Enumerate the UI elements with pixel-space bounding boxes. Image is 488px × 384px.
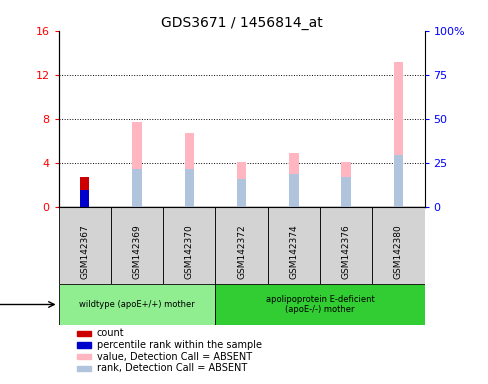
Bar [342,162,351,207]
Bar [77,331,91,336]
Bar [184,169,194,207]
Text: percentile rank within the sample: percentile rank within the sample [97,340,262,350]
Text: GSM142374: GSM142374 [289,225,298,279]
FancyBboxPatch shape [268,207,320,284]
FancyBboxPatch shape [59,284,215,325]
Text: value, Detection Call = ABSENT: value, Detection Call = ABSENT [97,352,252,362]
Bar [289,153,299,207]
Bar [80,187,89,207]
Bar [80,177,89,207]
FancyBboxPatch shape [372,207,425,284]
Title: GDS3671 / 1456814_at: GDS3671 / 1456814_at [161,16,323,30]
Bar [132,122,142,207]
FancyBboxPatch shape [320,207,372,284]
Bar [394,155,403,207]
FancyBboxPatch shape [111,207,163,284]
Text: GSM142369: GSM142369 [132,225,142,279]
Text: wildtype (apoE+/+) mother: wildtype (apoE+/+) mother [79,300,195,309]
Text: genotype/variation: genotype/variation [0,300,54,310]
Bar [394,61,403,207]
Bar [289,174,299,207]
Text: GSM142376: GSM142376 [342,225,351,279]
Text: rank, Detection Call = ABSENT: rank, Detection Call = ABSENT [97,364,247,374]
Text: count: count [97,328,124,338]
Text: GSM142370: GSM142370 [185,225,194,279]
Bar [237,162,246,207]
FancyBboxPatch shape [163,207,215,284]
Bar [132,169,142,207]
Text: apolipoprotein E-deficient
(apoE-/-) mother: apolipoprotein E-deficient (apoE-/-) mot… [265,295,374,314]
FancyBboxPatch shape [215,284,425,325]
Text: GSM142380: GSM142380 [394,225,403,279]
FancyBboxPatch shape [215,207,268,284]
Text: GSM142372: GSM142372 [237,225,246,279]
Text: GSM142367: GSM142367 [80,225,89,279]
Bar [237,179,246,207]
Bar [77,354,91,359]
Bar [77,366,91,371]
Bar [77,343,91,348]
FancyBboxPatch shape [59,207,111,284]
Bar [184,133,194,207]
Bar [342,177,351,207]
Bar [80,177,89,207]
Bar [80,190,89,207]
